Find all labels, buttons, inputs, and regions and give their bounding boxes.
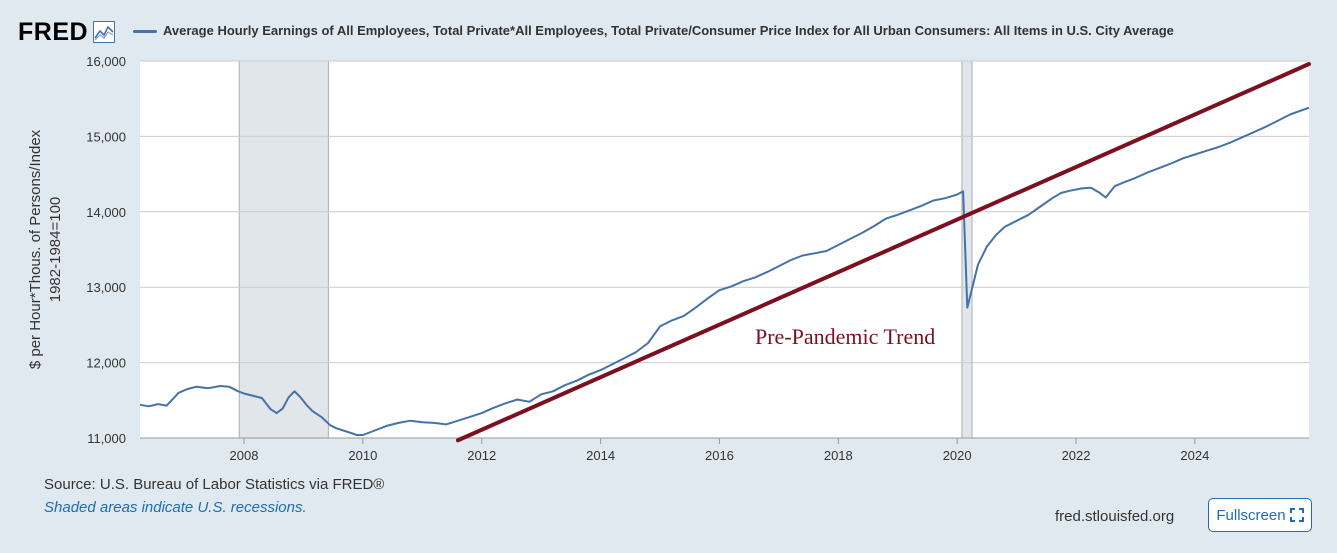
fred-logo[interactable]: FRED	[18, 17, 89, 46]
x-tick-label: 2012	[467, 448, 496, 463]
x-tick-label: 2020	[943, 448, 972, 463]
fred-header: FRED	[18, 14, 116, 50]
series-line	[139, 106, 1310, 436]
source-note: Source: U.S. Bureau of Labor Statistics …	[44, 476, 385, 493]
recession-band	[238, 60, 329, 439]
y-axis-label-line: 1982-1984=100	[47, 197, 64, 303]
fred-graph-icon	[93, 21, 116, 43]
trend-line	[455, 62, 1311, 443]
y-axis-label: $ per Hour*Thous. of Persons/Index 1982-1…	[27, 129, 64, 369]
fullscreen-button[interactable]: Fullscreen	[1208, 498, 1312, 532]
recession-band	[961, 60, 973, 439]
fullscreen-label: Fullscreen	[1216, 506, 1286, 524]
x-tick-label: 2008	[230, 448, 259, 463]
x-tick-label: 2014	[586, 448, 615, 463]
x-tick-label: 2024	[1180, 448, 1209, 463]
legend-series-label: Average Hourly Earnings of All Employees…	[163, 23, 1174, 38]
y-axis-label-line: $ per Hour*Thous. of Persons/Index	[27, 129, 44, 369]
plot-area	[140, 61, 1309, 438]
y-tick-label: 12,000	[86, 356, 126, 371]
y-tick-label: 11,000	[87, 431, 126, 446]
x-tick-label: 2010	[348, 448, 377, 463]
y-tick-label: 13,000	[86, 280, 126, 295]
x-tick-label: 2018	[824, 448, 853, 463]
site-link[interactable]: fred.stlouisfed.org	[1055, 508, 1175, 525]
y-tick-label: 16,000	[86, 54, 126, 69]
recession-note: Shaded areas indicate U.S. recessions.	[44, 499, 307, 516]
x-tick-label: 2016	[705, 448, 734, 463]
y-tick-label: 15,000	[86, 129, 126, 144]
y-tick-label: 14,000	[86, 205, 126, 220]
trend-line-label: Pre-Pandemic Trend	[755, 324, 935, 349]
legend-swatch	[133, 30, 157, 33]
x-tick-label: 2022	[1062, 448, 1091, 463]
fullscreen-icon	[1289, 508, 1304, 522]
